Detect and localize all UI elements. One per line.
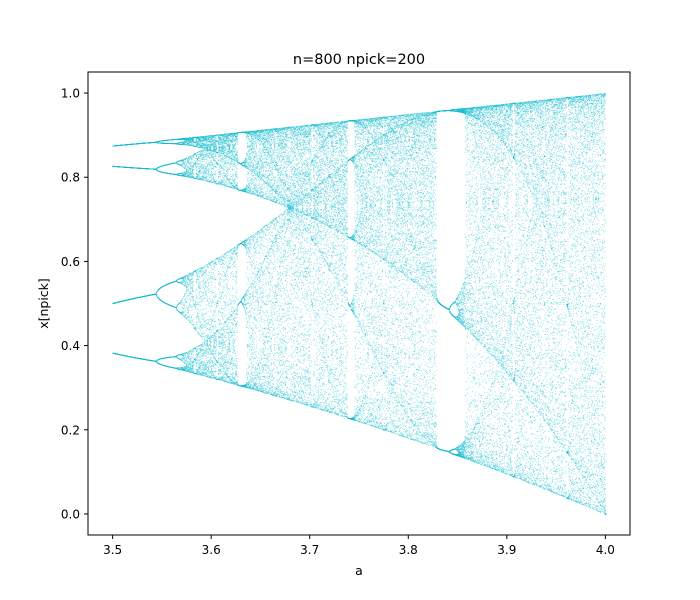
plot-background	[88, 72, 630, 535]
